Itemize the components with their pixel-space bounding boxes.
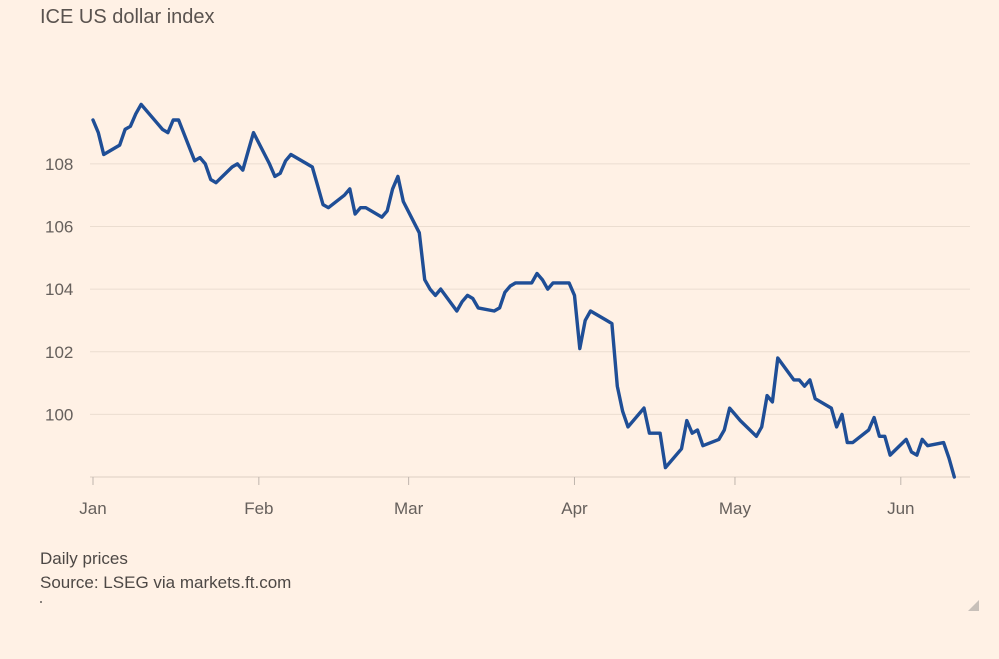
x-axis: Jan Feb Mar Apr May Jun [79, 477, 915, 518]
y-tick-label: 104 [45, 280, 73, 299]
y-tick-label: 102 [45, 343, 73, 362]
dot-mark [40, 601, 42, 603]
x-tick-label: Jan [79, 499, 106, 518]
x-tick-label: Feb [244, 499, 273, 518]
x-tick-label: Mar [394, 499, 424, 518]
y-axis: 100 102 104 106 108 [45, 155, 73, 424]
x-tick-label: May [719, 499, 752, 518]
series-line [91, 102, 956, 479]
x-tick-label: Apr [561, 499, 588, 518]
gridlines [90, 163, 970, 415]
y-tick-label: 106 [45, 218, 73, 237]
resize-handle-icon[interactable] [968, 600, 979, 611]
chart-title: ICE US dollar index [40, 6, 215, 28]
y-tick-label: 108 [45, 155, 73, 174]
x-tick-label: Jun [887, 499, 914, 518]
chart-source: Source: LSEG via markets.ft.com [40, 573, 292, 592]
chart-subtitle: Daily prices [40, 549, 128, 568]
y-tick-label: 100 [45, 405, 73, 424]
